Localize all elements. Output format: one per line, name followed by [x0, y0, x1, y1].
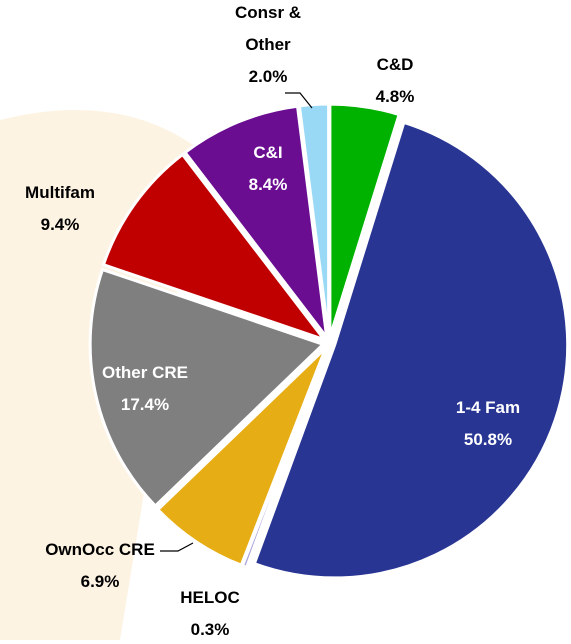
- slice-label: C&I 8.4%: [249, 143, 288, 194]
- value-label: 9.4%: [41, 215, 80, 234]
- value-label: 50.8%: [464, 430, 512, 449]
- slice-label: Consr & Other 2.0%: [235, 3, 301, 86]
- slice-label: C&D 4.8%: [376, 55, 415, 106]
- pie-slice: [182, 104, 329, 343]
- pie-slice: [155, 346, 328, 568]
- category-label: OwnOcc CRE: [45, 540, 155, 559]
- leader-line: [285, 92, 313, 109]
- leader-line: [160, 542, 194, 552]
- value-label: 17.4%: [121, 395, 169, 414]
- category-label: Multifam: [25, 183, 95, 202]
- slice-label: 1-4 Fam 50.8%: [456, 398, 520, 449]
- value-label: 4.8%: [376, 87, 415, 106]
- slice-label: HELOC 0.3%: [180, 588, 240, 639]
- slice-label: Other CRE 17.4%: [102, 363, 188, 414]
- pie-slice: [252, 120, 570, 580]
- slice-label: OwnOcc CRE 6.9%: [45, 540, 155, 591]
- pie-slice: [88, 267, 326, 509]
- category-label: 1-4 Fam: [456, 398, 520, 417]
- pie-slice: [297, 102, 331, 338]
- category-label: Other CRE: [102, 363, 188, 382]
- pie-slice: [101, 152, 329, 343]
- value-label: 0.3%: [191, 620, 230, 639]
- value-label: 8.4%: [249, 175, 288, 194]
- category-label: C&D: [377, 55, 414, 74]
- category-label: HELOC: [180, 588, 240, 607]
- value-label: 2.0%: [249, 67, 288, 86]
- category-label: C&I: [253, 143, 282, 162]
- category-label: Other: [245, 35, 291, 54]
- value-label: 6.9%: [81, 572, 120, 591]
- slice-label: Multifam 9.4%: [25, 183, 95, 234]
- category-label: Consr &: [235, 3, 301, 22]
